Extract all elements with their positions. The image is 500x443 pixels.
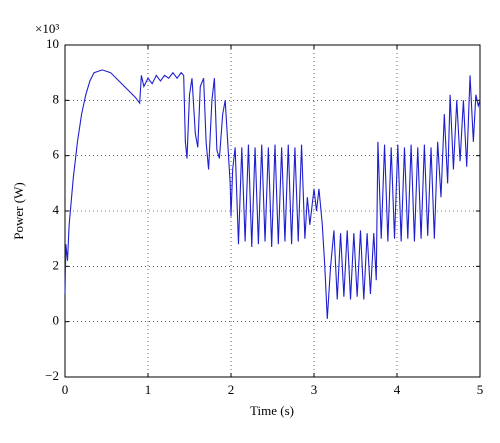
- y-tick-label: 10: [46, 36, 59, 51]
- y-axis-label: Power (W): [11, 182, 26, 239]
- y-tick-label: 4: [53, 202, 60, 217]
- y-multiplier: ×10³: [35, 21, 59, 36]
- x-axis-label: Time (s): [250, 403, 294, 418]
- y-tick-label: 2: [53, 257, 60, 272]
- x-tick-label: 4: [394, 382, 401, 397]
- x-tick-label: 1: [145, 382, 152, 397]
- x-tick-label: 2: [228, 382, 235, 397]
- y-tick-label: −2: [45, 368, 59, 383]
- y-tick-label: 8: [53, 91, 60, 106]
- x-tick-label: 0: [62, 382, 69, 397]
- x-tick-label: 3: [311, 382, 318, 397]
- data-line: [64, 69, 481, 319]
- y-tick-label: 0: [53, 313, 60, 328]
- y-tick-label: 6: [53, 147, 60, 162]
- x-tick-label: 5: [477, 382, 484, 397]
